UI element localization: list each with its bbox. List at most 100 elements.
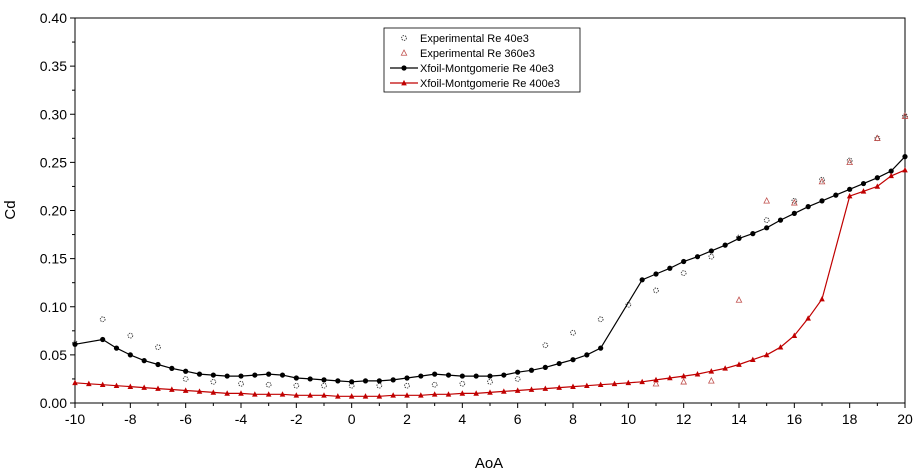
data-point	[750, 356, 756, 363]
legend-item: Experimental Re 40e3	[401, 33, 529, 45]
data-point	[667, 265, 673, 271]
y-tick-label: 0.30	[40, 106, 67, 122]
data-point	[348, 393, 355, 399]
data-point	[514, 387, 521, 393]
data-point	[791, 332, 798, 338]
legend-item: Xfoil-Montgomerie Re 400e3	[390, 78, 560, 90]
data-point	[653, 271, 659, 277]
legend-marker	[401, 35, 407, 41]
data-point	[707, 376, 715, 384]
series-line	[74, 156, 906, 383]
data-point	[321, 377, 327, 383]
data-point	[777, 217, 784, 223]
y-tick-label: 0.05	[40, 347, 67, 363]
data-point	[293, 392, 300, 398]
x-tick-label: 2	[403, 411, 411, 427]
data-point	[293, 375, 299, 381]
data-point	[431, 381, 438, 388]
data-point	[169, 365, 175, 371]
data-point	[127, 383, 134, 389]
legend-item: Xfoil-Montgomerie Re 40e3	[390, 63, 554, 75]
data-point	[763, 217, 770, 223]
data-point	[818, 177, 826, 185]
data-point	[805, 204, 811, 210]
data-point	[265, 391, 272, 397]
x-tick-label: 14	[731, 411, 747, 427]
data-point	[390, 392, 396, 398]
data-point	[874, 183, 881, 189]
x-tick-label: -2	[290, 411, 303, 427]
data-point	[873, 134, 881, 141]
y-axis-ticks: 0.00 0.05 0.10 0.15 0.20 0.25 0.30 0.35 0.40	[40, 10, 75, 411]
data-point	[252, 391, 258, 397]
x-tick-label: 8	[569, 411, 577, 427]
data-point	[833, 192, 839, 198]
data-point	[819, 295, 825, 302]
data-point	[846, 158, 854, 166]
x-tick-label: 16	[787, 411, 803, 427]
data-point	[182, 376, 189, 382]
data-point	[597, 316, 604, 323]
y-tick-label: 0.25	[40, 154, 67, 170]
data-point	[169, 386, 175, 392]
data-point	[127, 332, 134, 339]
y-tick-label: 0.40	[40, 10, 67, 26]
data-point	[210, 378, 217, 385]
y-tick-label: 0.15	[40, 251, 67, 267]
x-tick-label: 12	[676, 411, 692, 427]
data-point	[680, 377, 688, 385]
data-point	[501, 372, 507, 378]
data-point	[445, 372, 452, 378]
data-point	[652, 379, 660, 387]
data-point	[736, 235, 742, 242]
series-3	[72, 154, 908, 385]
data-point	[597, 381, 604, 388]
data-point	[653, 287, 659, 294]
data-point	[639, 378, 645, 385]
data-point	[667, 374, 673, 381]
data-point	[708, 253, 715, 260]
data-point	[473, 390, 479, 396]
x-tick-label: 18	[842, 411, 858, 427]
data-point	[542, 385, 549, 391]
data-point	[459, 373, 465, 379]
data-point	[279, 391, 286, 397]
data-point	[473, 373, 479, 379]
data-point	[376, 378, 382, 384]
data-point	[210, 389, 217, 395]
x-tick-label: 6	[514, 411, 522, 427]
data-point	[266, 371, 272, 377]
legend-label: Experimental Re 360e3	[420, 48, 535, 60]
data-point	[584, 352, 590, 358]
data-point	[335, 393, 341, 399]
legend-label: Xfoil-Montgomerie Re 40e3	[420, 63, 554, 75]
data-point	[432, 371, 438, 377]
x-tick-label: 4	[458, 411, 466, 427]
data-point	[681, 258, 687, 265]
data-point	[708, 368, 715, 374]
data-point	[846, 192, 853, 199]
data-point	[501, 388, 507, 394]
data-point	[790, 198, 798, 206]
legend-item: Experimental Re 360e3	[400, 48, 535, 60]
data-point	[598, 345, 604, 351]
legend-label: Experimental Re 40e3	[420, 33, 529, 45]
data-point	[404, 382, 410, 389]
data-point	[224, 373, 230, 379]
legend-label: Xfoil-Montgomerie Re 400e3	[420, 78, 560, 90]
data-point	[874, 175, 880, 181]
data-point	[764, 225, 770, 231]
data-point	[155, 385, 161, 391]
data-point	[307, 392, 313, 398]
data-point	[362, 393, 369, 399]
x-tick-label: 20	[897, 411, 913, 427]
data-point	[265, 381, 272, 388]
data-point	[901, 112, 909, 119]
data-point	[542, 364, 548, 370]
data-point	[182, 387, 189, 393]
series-layer	[72, 112, 909, 399]
data-point	[639, 277, 645, 283]
legend-marker	[401, 65, 407, 71]
data-point	[846, 157, 853, 164]
